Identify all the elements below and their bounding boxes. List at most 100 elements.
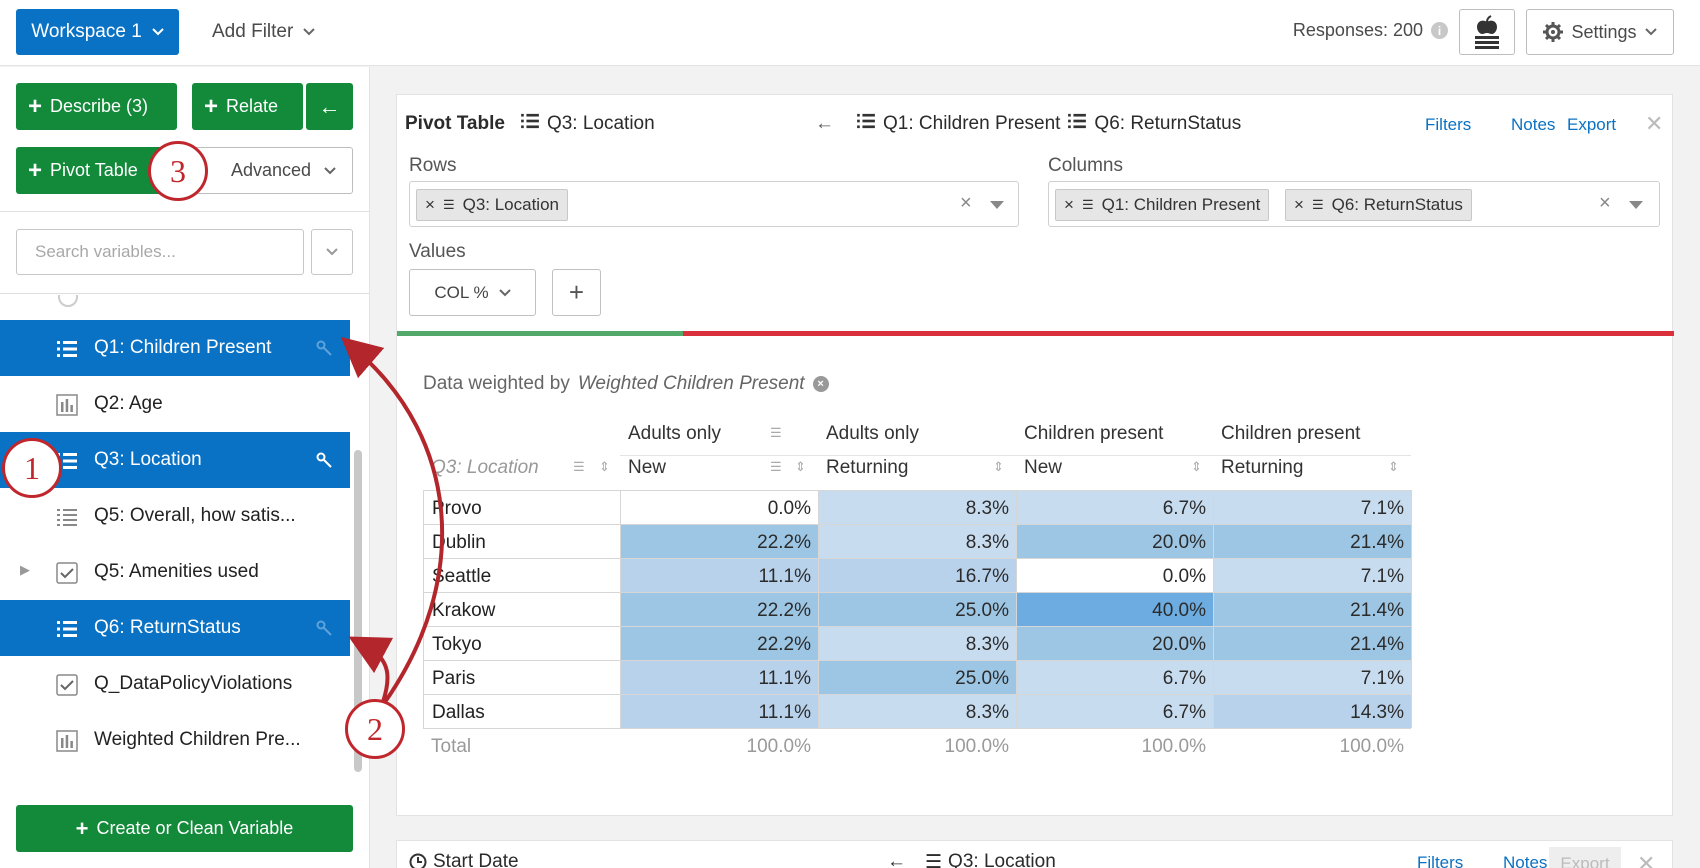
list-icon: [1068, 113, 1087, 135]
apple-teacher-button[interactable]: [1459, 9, 1515, 55]
drag-handle-icon[interactable]: ☰: [573, 459, 585, 474]
table-border: [423, 728, 1411, 729]
export-link[interactable]: Export: [1567, 115, 1617, 134]
gear-icon: [1543, 22, 1564, 42]
variable-label: Weighted Children Pre...: [94, 729, 301, 750]
weighted-prefix: Data weighted by: [423, 373, 570, 394]
create-variable-label: Create or Clean Variable: [96, 818, 294, 838]
values-select[interactable]: COL %: [409, 269, 536, 316]
step-badge-2: 2: [345, 699, 405, 759]
card2-title-group: Start Date: [409, 851, 519, 868]
total-label: Total: [423, 729, 620, 765]
variable-item-q5-overall[interactable]: Q5: Overall, how satis...: [0, 488, 350, 544]
column-group-header: Adults only: [628, 423, 721, 444]
chevron-down-icon: [324, 166, 336, 174]
row-label: Dallas: [423, 695, 620, 731]
advanced-dropdown[interactable]: Advanced: [192, 147, 353, 194]
settings-dropdown[interactable]: Settings: [1526, 9, 1674, 55]
describe-button[interactable]: + Describe (3): [16, 83, 177, 130]
chevron-down-icon: [498, 288, 511, 296]
progress-bar: [397, 331, 1674, 336]
sort-icon[interactable]: ⇕: [599, 459, 610, 474]
close-icon[interactable]: ✕: [1637, 851, 1656, 868]
table-cell: 21.4%: [1213, 627, 1411, 663]
drag-handle-icon[interactable]: ☰: [770, 459, 782, 474]
remove-icon[interactable]: ×: [1294, 195, 1304, 214]
sort-icon[interactable]: ⇕: [1191, 459, 1202, 474]
list-icon: [56, 506, 78, 528]
sort-icon[interactable]: ⇕: [795, 459, 806, 474]
drag-handle-icon[interactable]: ☰: [770, 425, 782, 440]
caret-down-icon[interactable]: [1629, 201, 1643, 209]
weighted-variable: Weighted Children Present: [577, 373, 805, 394]
column-sub-header: Returning: [1221, 457, 1304, 478]
table-cell: 6.7%: [1016, 695, 1213, 731]
column-sub-header: Returning: [826, 457, 909, 478]
column-chip-label: Q1: Children Present: [1101, 195, 1261, 214]
table-cell: 0.0%: [620, 491, 818, 527]
export-button-disabled: Export: [1549, 847, 1621, 868]
sort-icon[interactable]: ⇕: [1388, 459, 1399, 474]
settings-label: Settings: [1571, 21, 1637, 42]
variable-item-q1[interactable]: Q1: Children Present: [0, 320, 350, 376]
row-variable-name: Q3: Location: [546, 113, 655, 134]
table-cell: 8.3%: [818, 491, 1016, 527]
collapse-panel-button[interactable]: ←: [306, 83, 353, 130]
column-group-header: Children present: [1024, 423, 1164, 444]
info-icon[interactable]: i: [1431, 22, 1448, 39]
variable-item-weighted[interactable]: Weighted Children Pre...: [0, 712, 350, 768]
filters-link[interactable]: Filters: [1417, 853, 1464, 868]
search-options-dropdown[interactable]: [311, 229, 353, 275]
row-label: Dublin: [423, 525, 620, 561]
bar-chart-icon: [56, 394, 78, 416]
column-chip-2[interactable]: × ☰ Q6: ReturnStatus: [1285, 189, 1472, 221]
search-variables-input[interactable]: Search variables...: [16, 229, 304, 275]
list-icon: ☰: [1081, 197, 1094, 212]
remove-icon[interactable]: ×: [1064, 195, 1074, 214]
chevron-down-icon: [152, 28, 164, 36]
clear-icon[interactable]: ×: [1599, 192, 1611, 214]
list-icon: [857, 113, 875, 135]
close-icon[interactable]: ✕: [1645, 111, 1664, 136]
rows-field[interactable]: × ☰ Q3: Location ×: [409, 181, 1019, 227]
remove-weight-icon[interactable]: ×: [812, 376, 829, 392]
create-variable-button[interactable]: + Create or Clean Variable: [16, 805, 353, 852]
key-icon[interactable]: [316, 620, 332, 642]
notes-link[interactable]: Notes: [1511, 115, 1556, 134]
card2-variable: Q3: Location: [948, 851, 1056, 868]
add-filter-button[interactable]: Add Filter: [212, 9, 316, 55]
row-label: Provo: [423, 491, 620, 527]
checkbox-icon: [56, 562, 78, 584]
variable-item-data-policy[interactable]: Q_DataPolicyViolations: [0, 656, 350, 712]
row-chip[interactable]: × ☰ Q3: Location: [416, 189, 568, 221]
table-cell: 11.1%: [620, 695, 818, 731]
table-cell: 11.1%: [620, 559, 818, 595]
caret-down-icon[interactable]: [990, 201, 1004, 209]
columns-field[interactable]: × ☰ Q1: Children Present × ☰ Q6: ReturnS…: [1048, 181, 1660, 227]
clear-icon[interactable]: ×: [960, 192, 972, 214]
columns-label: Columns: [1048, 155, 1123, 176]
caret-right-icon[interactable]: ▶: [20, 562, 30, 577]
sort-icon[interactable]: ⇕: [993, 459, 1004, 474]
column-variables: Q1: Children Present Q6: ReturnStatus: [857, 113, 1241, 135]
variable-item-q6[interactable]: Q6: ReturnStatus: [0, 600, 350, 656]
filters-link[interactable]: Filters: [1425, 115, 1472, 134]
relate-button[interactable]: + Relate: [192, 83, 303, 130]
total-cell: 100.0%: [1016, 729, 1213, 765]
list-icon: ☰: [1311, 197, 1324, 212]
variable-item-q2[interactable]: Q2: Age: [0, 376, 350, 432]
table-row: Seattle 11.1% 16.7% 0.0% 7.1%: [423, 558, 1411, 595]
add-value-button[interactable]: +: [552, 269, 601, 316]
workspace-label: Workspace 1: [31, 21, 142, 42]
key-icon[interactable]: [316, 452, 332, 474]
row-label: Krakow: [423, 593, 620, 629]
key-icon[interactable]: [316, 340, 332, 362]
workspace-dropdown[interactable]: Workspace 1: [16, 9, 179, 55]
plus-icon: +: [75, 815, 89, 841]
column-chip-1[interactable]: × ☰ Q1: Children Present: [1055, 189, 1270, 221]
notes-link[interactable]: Notes: [1503, 853, 1548, 868]
remove-icon[interactable]: ×: [425, 195, 435, 214]
table-cell: 7.1%: [1213, 491, 1411, 527]
table-cell: 25.0%: [818, 661, 1016, 697]
variable-item-q5-amenities[interactable]: ▶ Q5: Amenities used: [0, 544, 350, 600]
